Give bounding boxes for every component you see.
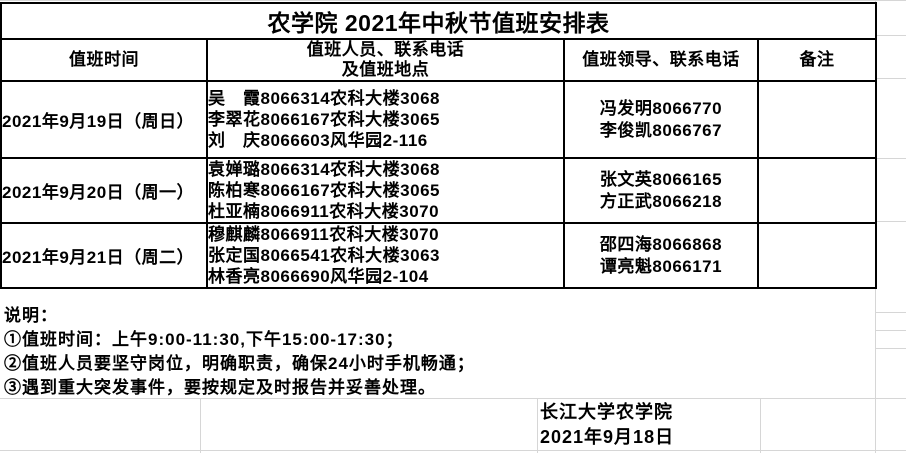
leader-entry: 邵四海8066868 bbox=[599, 234, 723, 254]
gridline bbox=[875, 330, 906, 331]
duty-date-cell[interactable]: 2021年9月19日（周日） bbox=[0, 80, 208, 159]
signature-org: 长江大学农学院 bbox=[540, 402, 673, 422]
duty-leader-cell[interactable]: 冯发明8066770 李俊凯8066767 bbox=[563, 80, 759, 159]
note-item-3: ③遇到重大突发事件，要按规定及时报告并妥善处理。 bbox=[4, 378, 436, 397]
staff-entry: 陈柏寒8066167农科大楼3065 bbox=[208, 181, 441, 200]
staff-entry: 杜亚楠8066911农科大楼3070 bbox=[208, 202, 440, 221]
gridline bbox=[875, 348, 906, 349]
header-duty-leader[interactable]: 值班领导、联系电话 bbox=[563, 38, 759, 82]
duty-date-cell[interactable]: 2021年9月21日（周二） bbox=[0, 222, 208, 289]
duty-staff-cell[interactable]: 吴 霞8066314农科大楼3068 李翠花8066167农科大楼3065 刘 … bbox=[206, 80, 565, 159]
gridline bbox=[875, 221, 906, 222]
staff-entry: 刘 庆8066603风华园2-116 bbox=[208, 131, 428, 150]
header-duty-staff[interactable]: 值班人员、联系电话 及值班地点 bbox=[206, 38, 565, 82]
staff-entry: 李翠花8066167农科大楼3065 bbox=[208, 110, 441, 129]
staff-entry: 袁婵璐8066314农科大楼3068 bbox=[208, 160, 441, 179]
staff-entry: 穆麒麟8066911农科大楼3070 bbox=[208, 225, 440, 244]
notes-heading: 说明： bbox=[4, 306, 58, 325]
gridline bbox=[875, 35, 906, 36]
leader-entry: 谭亮魁8066171 bbox=[599, 256, 723, 276]
gridline bbox=[200, 398, 201, 453]
duty-date-cell[interactable]: 2021年9月20日（周一） bbox=[0, 157, 208, 224]
leader-entry: 方正武8066218 bbox=[599, 191, 723, 211]
gridline bbox=[875, 78, 906, 79]
gridline bbox=[0, 398, 906, 399]
duty-leader-cell[interactable]: 张文英8066165 方正武8066218 bbox=[563, 157, 759, 224]
title-row: 农学院 2021年中秋节值班安排表 bbox=[0, 2, 877, 40]
leader-entry: 李俊凯8066767 bbox=[599, 120, 723, 140]
signature-block: 长江大学农学院 2021年9月18日 bbox=[540, 400, 674, 450]
leader-entry: 张文英8066165 bbox=[599, 169, 723, 189]
header-remark[interactable]: 备注 bbox=[757, 38, 877, 82]
staff-entry: 张定国8066541农科大楼3063 bbox=[208, 246, 441, 265]
note-item-1: ①值班时间：上午9:00-11:30,下午15:00-17:30； bbox=[4, 330, 404, 349]
gridline bbox=[875, 312, 906, 313]
gridline bbox=[537, 398, 538, 453]
remark-cell[interactable] bbox=[757, 80, 877, 159]
table-row: 2021年9月21日（周二） 穆麒麟8066911农科大楼3070 张定国806… bbox=[0, 222, 877, 289]
table-header-row: 值班时间 值班人员、联系电话 及值班地点 值班领导、联系电话 备注 bbox=[0, 38, 877, 82]
duty-table: 农学院 2021年中秋节值班安排表 值班时间 值班人员、联系电话 及值班地点 值… bbox=[0, 2, 877, 289]
leader-entry: 冯发明8066770 bbox=[599, 98, 723, 118]
page-title[interactable]: 农学院 2021年中秋节值班安排表 bbox=[0, 2, 877, 40]
duty-leader-cell[interactable]: 邵四海8066868 谭亮魁8066171 bbox=[563, 222, 759, 289]
header-duty-staff-line1: 值班人员、联系电话 bbox=[306, 40, 465, 59]
notes: 说明： ①值班时间：上午9:00-11:30,下午15:00-17:30； ②值… bbox=[4, 304, 475, 400]
staff-entry: 林香亮8066690风华园2-104 bbox=[208, 267, 429, 286]
remark-cell[interactable] bbox=[757, 222, 877, 289]
note-item-2: ②值班人员要坚守岗位，明确职责，确保24小时手机畅通； bbox=[4, 354, 475, 373]
staff-entry: 吴 霞8066314农科大楼3068 bbox=[208, 89, 441, 108]
gridline bbox=[760, 398, 761, 453]
gridline bbox=[875, 158, 906, 159]
duty-staff-cell[interactable]: 穆麒麟8066911农科大楼3070 张定国8066541农科大楼3063 林香… bbox=[206, 222, 565, 289]
table-row: 2021年9月19日（周日） 吴 霞8066314农科大楼3068 李翠花806… bbox=[0, 80, 877, 159]
gridline bbox=[0, 0, 906, 1]
gridline bbox=[0, 450, 906, 451]
remark-cell[interactable] bbox=[757, 157, 877, 224]
table-row: 2021年9月20日（周一） 袁婵璐8066314农科大楼3068 陈柏寒806… bbox=[0, 157, 877, 224]
header-duty-staff-line2: 及值班地点 bbox=[341, 60, 430, 79]
signature-date: 2021年9月18日 bbox=[540, 427, 675, 447]
duty-staff-cell[interactable]: 袁婵璐8066314农科大楼3068 陈柏寒8066167农科大楼3065 杜亚… bbox=[206, 157, 565, 224]
header-duty-time[interactable]: 值班时间 bbox=[0, 38, 208, 82]
